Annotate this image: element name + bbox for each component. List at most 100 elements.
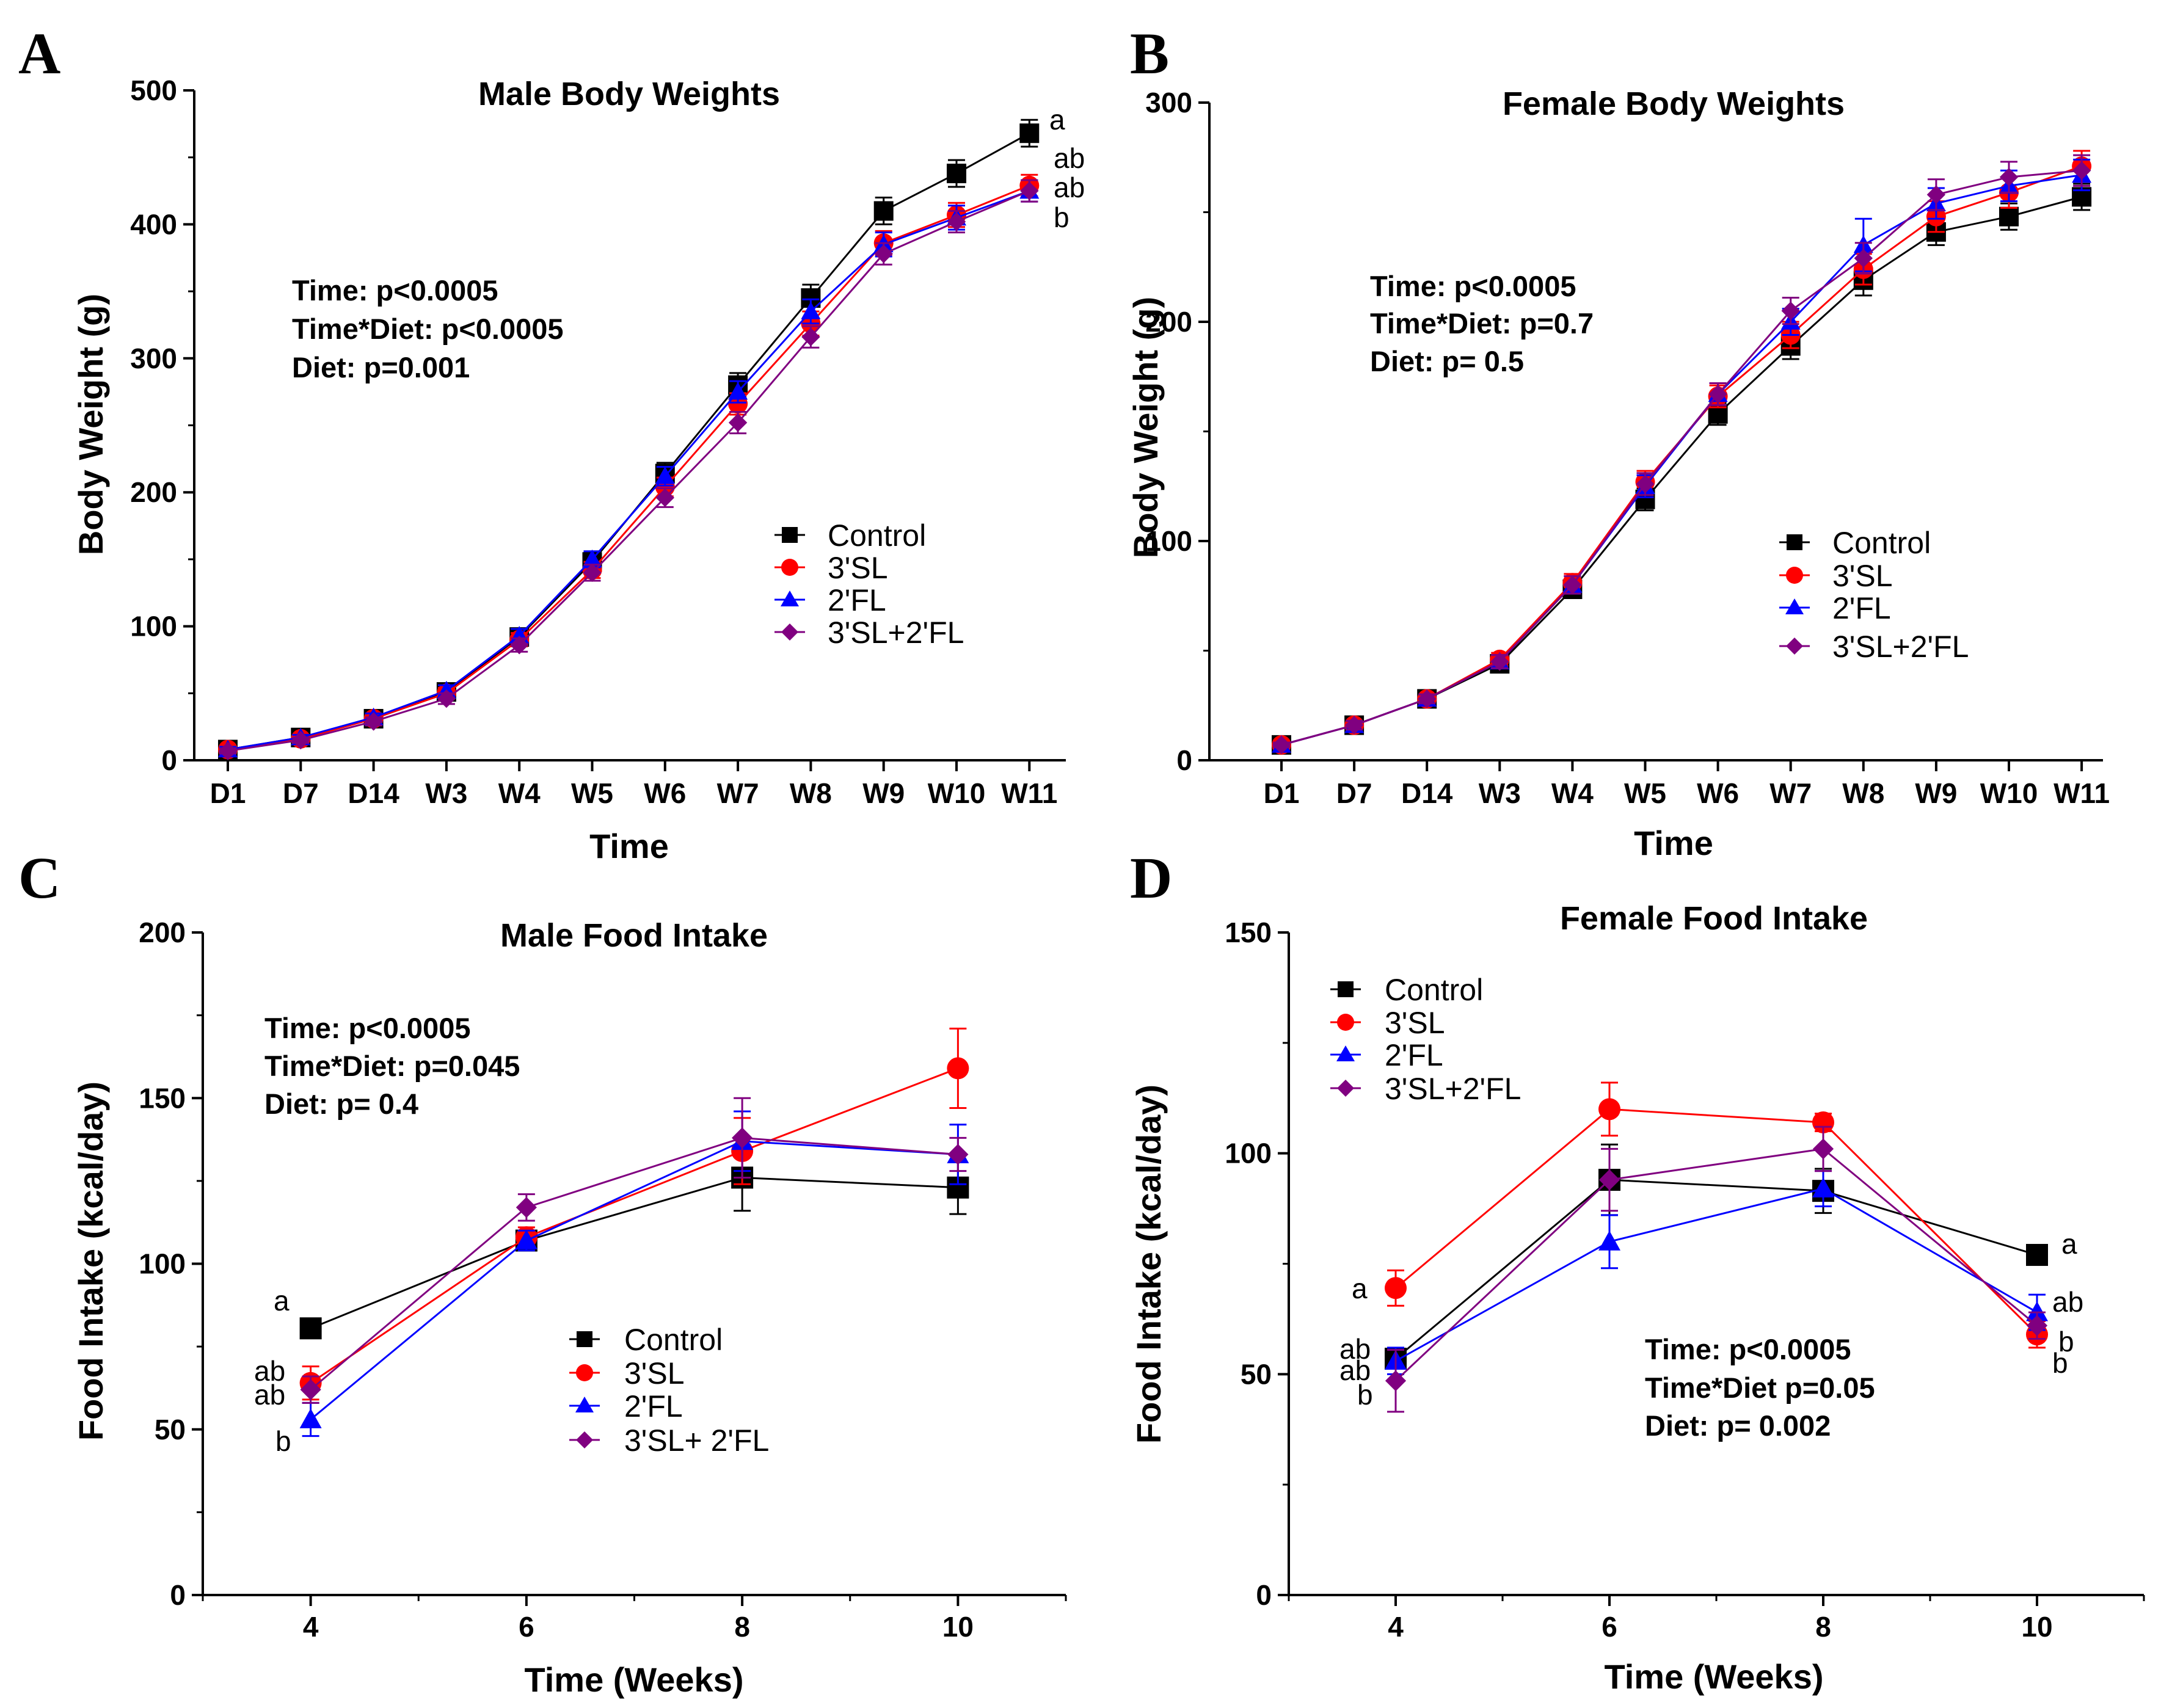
legend-marker-triangle — [575, 1397, 594, 1412]
x-tick-label: W5 — [571, 777, 613, 809]
significance-letter: ab — [1339, 1354, 1371, 1386]
data-point — [2072, 161, 2091, 180]
data-point — [655, 488, 674, 507]
y-axis-label: Food Intake (kcal/day) — [1129, 1085, 1168, 1444]
series-line — [310, 1067, 958, 1384]
data-point — [2026, 1315, 2048, 1336]
data-point — [299, 1317, 322, 1340]
x-axis-label: Time (Weeks) — [525, 1660, 744, 1699]
data-point — [801, 302, 821, 319]
stat-line: Time*Diet: p=0.045 — [264, 1050, 520, 1082]
x-axis-label: Time — [1634, 824, 1713, 862]
data-point — [515, 1229, 538, 1249]
significance-letter: b — [2052, 1347, 2068, 1379]
data-point — [2026, 1301, 2048, 1321]
significance-letter: b — [1357, 1379, 1373, 1411]
x-tick-label: W5 — [1624, 777, 1666, 809]
significance-letter: ab — [254, 1379, 285, 1411]
significance-letter: b — [1054, 202, 1070, 233]
significance-labels: a ab ab b — [1049, 104, 1085, 233]
data-point — [1385, 1277, 1407, 1299]
series-line — [1395, 1187, 2038, 1362]
stats-block: Time: p<0.0005 Time*Diet: p=0.7 Diet: p=… — [1370, 270, 1594, 377]
x-tick-label: 4 — [303, 1611, 319, 1643]
data-point — [299, 1408, 322, 1428]
data-point — [1490, 652, 1509, 671]
axes: 0 50 100 150 200 4 6 8 10 — [139, 917, 1067, 1643]
series-line — [227, 190, 1030, 752]
series-2-fl — [218, 179, 1040, 758]
data-point — [947, 212, 966, 231]
data-point — [801, 327, 820, 346]
series-line — [310, 1140, 958, 1420]
series-line — [227, 132, 1030, 750]
stat-line: Time*Diet p=0.05 — [1645, 1372, 1875, 1404]
legend-marker-diamond — [1786, 638, 1803, 655]
legend-label: 3'SL — [1832, 559, 1893, 593]
legend-marker-circle — [1337, 1014, 1354, 1031]
panel-c: C Male Food Intake Time (Weeks) Food Int… — [18, 845, 1067, 1699]
x-tick-label: W7 — [717, 777, 759, 809]
stat-line: Time*Diet: p<0.0005 — [292, 313, 564, 345]
x-tick-label: W3 — [1479, 777, 1521, 809]
legend-label: 2'FL — [624, 1389, 683, 1423]
x-tick-label: D7 — [1336, 777, 1372, 809]
significance-labels: a ab ab b — [254, 1285, 291, 1457]
significance-letter: ab — [2052, 1286, 2083, 1318]
series-line — [1395, 1108, 2038, 1336]
y-tick-label: 200 — [1145, 306, 1192, 338]
stat-line: Diet: p= 0.4 — [264, 1088, 418, 1120]
y-tick-label: 300 — [1145, 87, 1192, 118]
x-tick-label: W10 — [928, 777, 986, 809]
data-point — [1812, 1111, 1834, 1134]
data-point — [655, 466, 675, 484]
x-tick-label: D14 — [348, 777, 399, 809]
legend-marker-triangle — [1785, 598, 1804, 614]
x-tick-label: 10 — [2021, 1611, 2052, 1643]
chart-title: Male Body Weights — [478, 76, 780, 112]
series-3-sl — [218, 173, 1040, 760]
data-point — [947, 1057, 969, 1080]
legend-label: Control — [828, 518, 926, 553]
series-line — [1395, 1179, 2038, 1360]
data-point — [1598, 1098, 1620, 1121]
y-tick-label: 400 — [130, 208, 177, 240]
x-tick-label: W4 — [1551, 777, 1594, 809]
data-point — [583, 563, 602, 583]
x-tick-label: 10 — [942, 1611, 974, 1643]
significance-letter: ab — [1339, 1333, 1371, 1365]
stat-line: Diet: p= 0.5 — [1370, 345, 1524, 377]
series-3-sl-2-fl — [1385, 1125, 2048, 1413]
axes: 0 50 100 150 4 6 8 10 — [1225, 917, 2145, 1643]
legend-marker-square — [782, 527, 798, 543]
x-tick-label: D1 — [1264, 777, 1300, 809]
x-tick-label: D14 — [1401, 777, 1453, 809]
legend-label: 2'FL — [828, 583, 886, 617]
data-point — [2026, 1244, 2048, 1266]
y-tick-label: 200 — [139, 917, 186, 948]
stat-line: Diet: p=0.001 — [292, 351, 470, 383]
y-tick-label: 200 — [130, 476, 177, 508]
legend-marker-triangle — [781, 591, 799, 606]
x-tick-label: W8 — [1842, 777, 1884, 809]
stat-line: Time*Diet: p=0.7 — [1370, 307, 1594, 340]
legend-marker-circle — [781, 559, 798, 576]
stat-line: Time: p<0.0005 — [292, 274, 498, 307]
y-tick-label: 500 — [130, 74, 177, 106]
panel-letter: D — [1130, 845, 1172, 910]
y-tick-label: 100 — [130, 611, 177, 642]
chart-title: Female Food Intake — [1560, 900, 1868, 937]
legend-label: 3'SL+2'FL — [828, 616, 964, 650]
data-point — [1812, 1138, 1834, 1160]
series-3-sl-2-fl — [218, 179, 1039, 760]
x-tick-label: 6 — [1602, 1611, 1617, 1643]
data-point — [1926, 185, 1946, 204]
axes: 0 100 200 300 D1 D7 D14 W3 W4 W5 W6 W7 W8 W9 W10 W11 — [1145, 87, 2110, 809]
data-point — [300, 1379, 321, 1400]
chart-title: Female Body Weights — [1503, 85, 1845, 122]
panel-d: D Female Food Intake Time (Weeks) Food I… — [1129, 845, 2145, 1696]
significance-letter: ab — [254, 1355, 285, 1387]
significance-labels: a ab ab b a ab b b — [1339, 1228, 2083, 1411]
series-line — [1281, 169, 2082, 746]
x-tick-label: W3 — [425, 777, 467, 809]
